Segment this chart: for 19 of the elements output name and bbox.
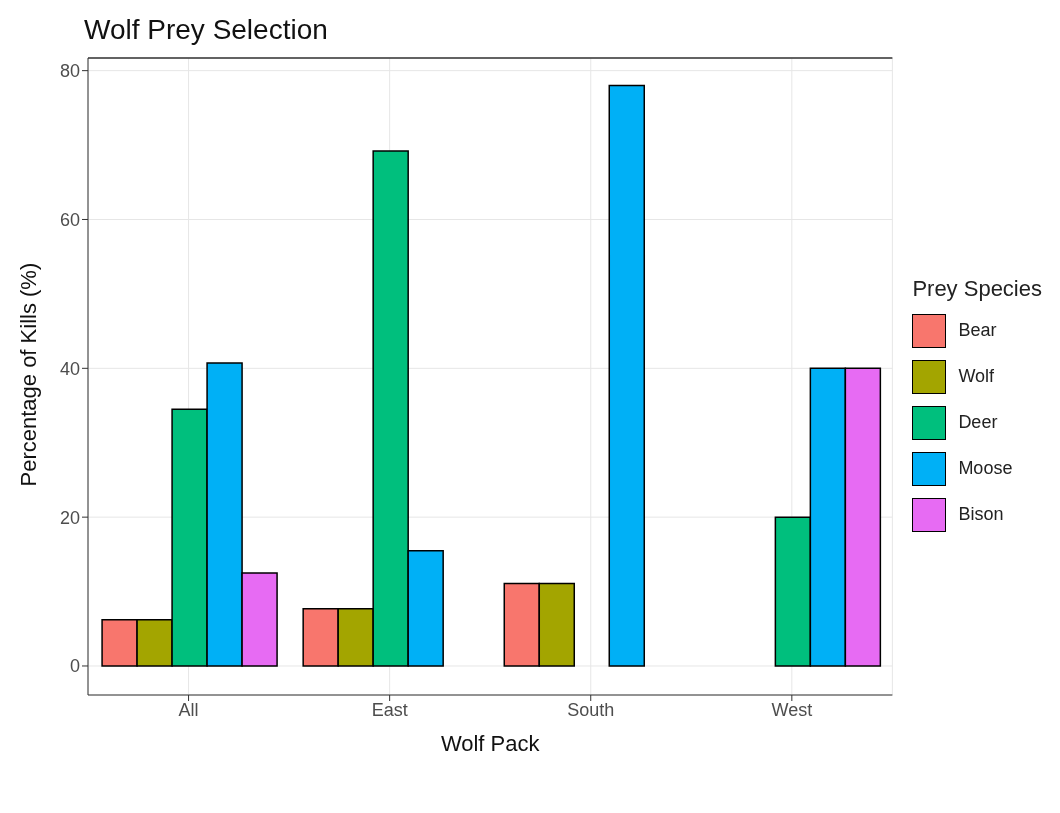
y-tick-label: 80 xyxy=(59,61,80,82)
y-tick-label: 60 xyxy=(59,209,80,230)
x-tick-label: West xyxy=(771,699,813,720)
bar xyxy=(608,84,646,667)
y-tick-label: 0 xyxy=(69,656,80,677)
legend-label: Bear xyxy=(958,320,997,341)
legend-label: Deer xyxy=(958,412,998,433)
y-tick-label: 40 xyxy=(59,358,80,379)
legend-label: Moose xyxy=(958,458,1013,479)
x-axis-title: Wolf Pack xyxy=(440,731,541,756)
y-tick-label: 20 xyxy=(59,507,80,528)
chart-title: Wolf Prey Selection xyxy=(84,14,328,46)
legend-label: Wolf xyxy=(958,366,995,387)
x-tick-label: All xyxy=(178,699,199,720)
x-tick-label: South xyxy=(567,699,615,720)
legend-label: Bison xyxy=(958,504,1004,525)
y-axis-title: Percentage of Kills (%) xyxy=(15,262,41,487)
x-tick-label: East xyxy=(371,699,408,720)
legend-title: Prey Species xyxy=(912,275,1042,302)
